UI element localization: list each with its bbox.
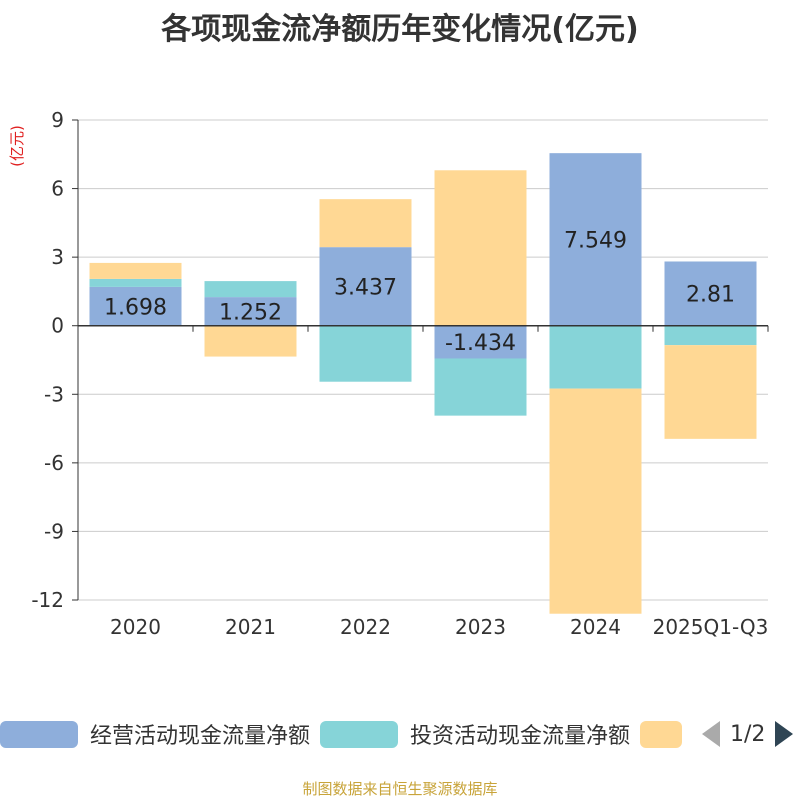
bar-group (89, 153, 757, 614)
pager-next-icon[interactable] (775, 721, 794, 747)
legend-item-financing[interactable] (640, 716, 682, 752)
legend-swatch (0, 720, 78, 748)
source-note: 制图数据来自恒生聚源数据库 (302, 780, 498, 798)
bar-2020-s1 (89, 278, 182, 287)
legend-item-operating[interactable]: 经营活动现金流量净额 (0, 716, 310, 752)
data-label: 7.549 (564, 228, 627, 253)
legend-label: 经营活动现金流量净额 (90, 724, 311, 749)
x-tick-label: 2023 (455, 615, 506, 639)
x-tick-label: 2025Q1-Q3 (653, 615, 769, 639)
bar-2025Q1-Q3-s1 (664, 325, 757, 346)
legend-pager: 1/2 (702, 716, 794, 752)
data-labels: 1.698 1.252 3.437 -1.434 7.549 2.81 (104, 228, 735, 356)
bar-2024-s1 (549, 325, 642, 389)
pager-prev-icon[interactable] (702, 721, 720, 747)
y-tick-label: 6 (51, 177, 64, 201)
bar-2024-s0 (549, 153, 642, 326)
legend-swatch (320, 720, 398, 748)
data-label: -1.434 (445, 331, 516, 356)
bar-2022-s1 (319, 325, 412, 382)
bar-2020-s0 (89, 286, 182, 326)
data-label: 1.252 (219, 300, 282, 325)
legend: 经营活动现金流量净额 投资活动现金流量净额 (0, 716, 800, 752)
bar-2024-s2 (549, 388, 642, 614)
bar-2020-s2 (89, 262, 182, 279)
legend-label: 投资活动现金流量净额 (410, 724, 631, 749)
bar-2025Q1-Q3-s2 (664, 345, 757, 439)
x-tick-label: 2022 (340, 615, 391, 639)
bar-2023-s2 (434, 170, 527, 326)
bar-2021-s2 (204, 325, 297, 357)
bar-2023-s1 (434, 358, 527, 416)
data-label: 2.81 (686, 283, 735, 308)
y-tick-label: -9 (44, 519, 64, 543)
x-tick-label: 2020 (110, 615, 161, 639)
y-tick-label: -6 (44, 451, 64, 475)
chart-title: 各项现金流净额历年变化情况(亿元) (161, 12, 639, 47)
y-axis-label: (亿元) (8, 125, 26, 167)
bar-2025Q1-Q3-s0 (664, 261, 757, 326)
data-label: 1.698 (104, 295, 167, 320)
grid-lines (78, 119, 768, 601)
y-tick-label: -3 (44, 382, 64, 406)
legend-item-investing[interactable]: 投资活动现金流量净额 (320, 716, 630, 752)
bar-2022-s2 (319, 199, 412, 248)
x-tick-label: 2024 (570, 615, 621, 639)
pager-text: 1/2 (730, 721, 766, 747)
y-tick-label: 3 (51, 245, 64, 269)
y-tick-label: 0 (51, 314, 64, 338)
bar-2023-s0 (434, 325, 527, 359)
bar-2022-s0 (319, 247, 412, 326)
y-tick-label: -12 (31, 588, 64, 612)
bar-2021-s0 (204, 297, 297, 326)
bar-2021-s1 (204, 281, 297, 298)
x-tick-label: 2021 (225, 615, 276, 639)
data-label: 3.437 (334, 275, 397, 300)
legend-swatch (640, 720, 682, 748)
axes: 9 6 3 0 -3 -6 -9 -12 2020 2021 2022 2023 2024 2025Q1-… (31, 108, 769, 639)
y-tick-label: 9 (51, 108, 64, 132)
